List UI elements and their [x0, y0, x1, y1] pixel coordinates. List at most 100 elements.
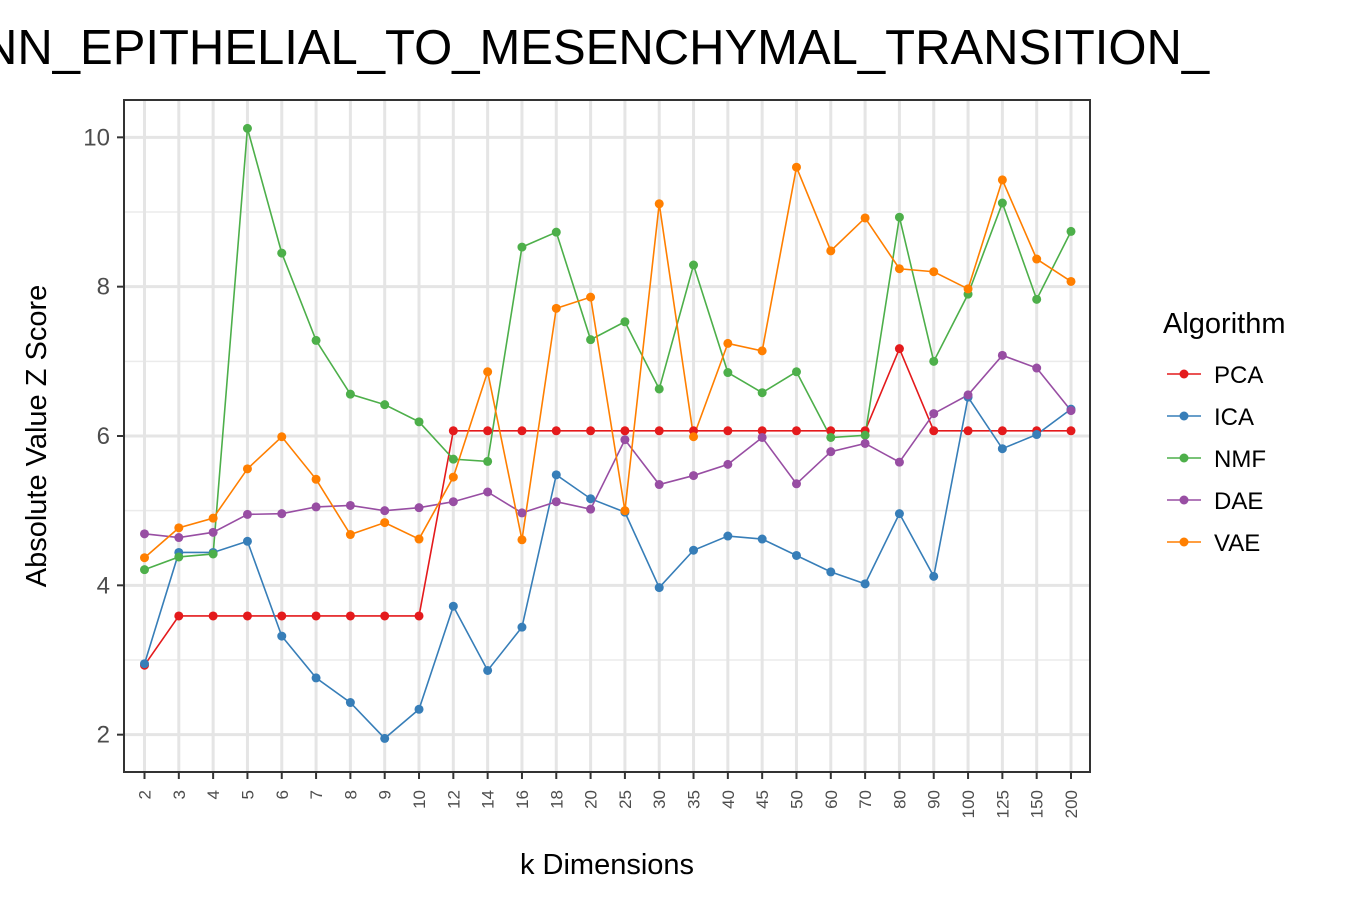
- data-point-ica: [277, 631, 287, 641]
- series-line-pca: [143, 346, 1071, 666]
- data-point-pca: [277, 611, 287, 621]
- x-tick-label: 3: [170, 790, 189, 799]
- data-point-ica: [723, 531, 733, 541]
- x-tick-label: 10: [410, 790, 429, 809]
- x-tick-label: 70: [856, 790, 875, 809]
- data-point-nmf: [654, 384, 664, 394]
- x-tick-label: 150: [1028, 790, 1047, 818]
- x-tick-label: 8: [341, 790, 360, 799]
- data-point-dae: [689, 471, 699, 481]
- data-point-nmf: [345, 389, 355, 399]
- data-point-pca: [208, 611, 218, 621]
- data-point-dae: [860, 438, 870, 448]
- data-point-nmf: [517, 242, 527, 252]
- data-point-ica: [140, 659, 149, 669]
- grid-major: [124, 100, 1090, 772]
- x-tick-label: 40: [719, 790, 738, 809]
- x-tick-label: 200: [1062, 790, 1081, 818]
- data-point-vae: [551, 303, 561, 313]
- data-point-ica: [997, 444, 1007, 454]
- x-tick-label: 5: [238, 790, 257, 799]
- data-point-dae: [448, 497, 458, 507]
- data-point-dae: [757, 432, 767, 442]
- data-point-nmf: [414, 417, 424, 427]
- data-point-vae: [689, 432, 699, 442]
- data-point-pca: [620, 426, 630, 436]
- data-point-nmf: [551, 227, 561, 237]
- data-point-vae: [723, 338, 733, 348]
- y-tick-label: 4: [97, 572, 110, 599]
- data-point-ica: [826, 567, 836, 577]
- data-point-dae: [551, 497, 561, 507]
- series-line-nmf: [144, 128, 1072, 571]
- data-point-dae: [242, 509, 252, 519]
- data-point-ica: [448, 601, 458, 611]
- data-point-pca: [791, 426, 801, 436]
- legend-key-point: [1179, 411, 1189, 421]
- data-point-dae: [929, 409, 939, 419]
- legend-label: NMF: [1214, 446, 1266, 473]
- data-point-nmf: [929, 356, 939, 366]
- data-point-pca: [963, 426, 973, 436]
- x-tick-label: 16: [513, 790, 532, 809]
- legend-label: VAE: [1214, 530, 1260, 557]
- data-point-dae: [963, 390, 973, 400]
- data-point-vae: [826, 246, 836, 256]
- data-point-nmf: [826, 432, 836, 442]
- data-point-ica: [689, 545, 699, 555]
- data-point-nmf: [723, 368, 733, 378]
- legend-item-ica: ICA: [1167, 404, 1254, 431]
- legend-key-point: [1179, 537, 1189, 547]
- x-tick-label: 6: [273, 790, 292, 799]
- y-tick-label: 10: [83, 124, 110, 151]
- x-tick-label: 14: [479, 790, 498, 809]
- data-point-dae: [311, 502, 321, 512]
- data-point-pca: [414, 611, 424, 621]
- legend-key-point: [1179, 453, 1189, 463]
- data-point-vae: [414, 534, 424, 544]
- data-point-pca: [586, 426, 596, 436]
- data-point-vae: [448, 472, 458, 482]
- x-axis: 2 3 4 5 6 7 8 9 10 12 14 16 18 20 25 30 35 40 45 50 60 70 80 90…: [136, 772, 1081, 818]
- data-point-vae: [208, 513, 218, 523]
- data-point-nmf: [894, 212, 904, 222]
- data-point-pca: [483, 426, 493, 436]
- data-point-ica: [1032, 430, 1042, 440]
- data-point-dae: [1066, 406, 1076, 416]
- data-point-pca: [174, 611, 184, 621]
- data-point-pca: [311, 611, 321, 621]
- data-point-dae: [414, 503, 424, 513]
- data-point-pca: [242, 611, 252, 621]
- legend-label: ICA: [1214, 404, 1254, 431]
- data-point-dae: [620, 435, 630, 445]
- data-point-vae: [654, 199, 664, 209]
- data-point-pca: [517, 426, 527, 436]
- data-point-pca: [894, 344, 904, 354]
- data-point-vae: [963, 284, 973, 294]
- data-point-nmf: [448, 454, 458, 464]
- data-point-ica: [791, 550, 801, 560]
- data-point-dae: [174, 533, 184, 543]
- data-point-vae: [894, 264, 904, 274]
- data-point-vae: [1066, 276, 1076, 286]
- series-line-vae: [143, 164, 1072, 559]
- data-point-nmf: [997, 198, 1007, 208]
- data-point-ica: [483, 665, 493, 675]
- data-point-dae: [345, 500, 355, 510]
- data-point-ica: [929, 571, 939, 581]
- data-point-nmf: [380, 400, 390, 410]
- series-lines: [143, 128, 1072, 740]
- legend-key-point: [1179, 369, 1189, 379]
- x-tick-label: 60: [822, 790, 841, 809]
- data-point-nmf: [791, 367, 801, 377]
- chart-title: NN_EPITHELIAL_TO_MESENCHYMAL_TRANSITION_: [0, 21, 1210, 75]
- data-point-vae: [140, 553, 149, 563]
- data-point-dae: [826, 447, 836, 457]
- data-point-dae: [208, 527, 218, 537]
- data-point-ica: [757, 534, 767, 544]
- data-point-vae: [620, 506, 630, 516]
- data-point-ica: [242, 536, 252, 546]
- x-tick-label: 30: [650, 790, 669, 809]
- data-point-nmf: [1066, 226, 1076, 236]
